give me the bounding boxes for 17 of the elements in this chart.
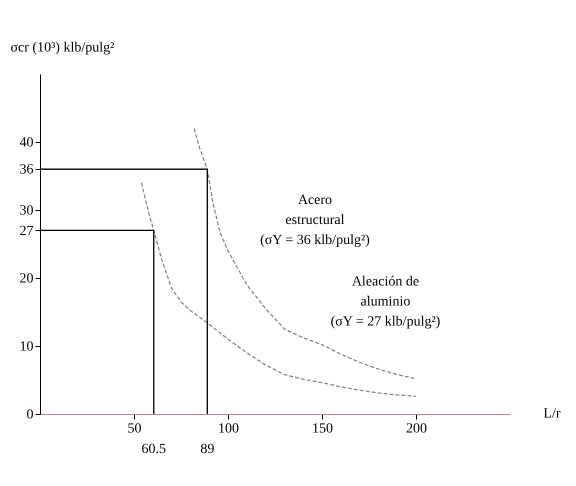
y-tick-label: 27	[20, 224, 34, 239]
annotation: Acero estructural (σY = 36 klb/pulg²)	[260, 192, 370, 248]
y-tick-label: 36	[20, 162, 34, 178]
x-tick-label: 100	[218, 422, 239, 436]
y-tick-label: 30	[20, 204, 34, 218]
y-tick-label: 40	[20, 136, 34, 150]
annotation: Aleación de aluminio (σY = 27 klb/pulg²)	[330, 274, 441, 330]
x-axis-title: L/r	[543, 406, 561, 422]
annotation: 60.5	[141, 442, 166, 457]
annotation: 89	[200, 442, 214, 457]
y-tick-label: 20	[20, 272, 34, 286]
y-tick-label: 10	[20, 340, 34, 354]
x-tick-label: 50	[128, 422, 142, 436]
y-tick-label: 0	[26, 408, 34, 422]
y-axis-title: σcr (10³) klb/pulg²	[10, 40, 114, 56]
x-tick-label: 200	[406, 422, 427, 436]
x-tick-label: 150	[312, 422, 333, 436]
